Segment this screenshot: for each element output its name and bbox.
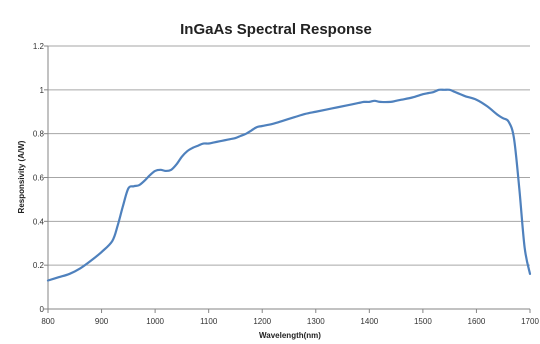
y-tick-label: 0.6 [33, 174, 45, 183]
x-tick-label: 1300 [307, 317, 325, 326]
x-tick-label: 1200 [253, 317, 271, 326]
x-tick-label: 1700 [521, 317, 539, 326]
y-tick-label: 0.2 [33, 261, 45, 270]
x-tick-label: 900 [95, 317, 109, 326]
chart-title: InGaAs Spectral Response [180, 21, 372, 38]
series-layer [46, 88, 532, 282]
y-tick-label: 0 [40, 305, 45, 314]
gridlines [48, 45, 530, 266]
y-tick-label: 0.8 [33, 130, 45, 139]
x-tick-label: 1100 [200, 317, 218, 326]
x-tick-label: 1000 [146, 317, 164, 326]
y-axis-title: Responsivity (A/W) [17, 140, 26, 213]
series-line [46, 88, 532, 282]
axes [44, 45, 531, 313]
y-tick-label: 0.4 [33, 217, 45, 226]
x-tick-label: 1500 [414, 317, 432, 326]
tick-labels: 0 0.2 0.4 0.6 0.8 1 1.2 800 900 1000 1100 1200 1300 1… [33, 42, 540, 326]
x-tick-label: 1400 [360, 317, 378, 326]
y-tick-label: 1.2 [33, 42, 45, 51]
x-tick-label: 1600 [468, 317, 486, 326]
x-axis-title: Wavelength(nm) [259, 331, 321, 340]
x-tick-label: 800 [41, 317, 55, 326]
y-tick-label: 1 [40, 86, 45, 95]
